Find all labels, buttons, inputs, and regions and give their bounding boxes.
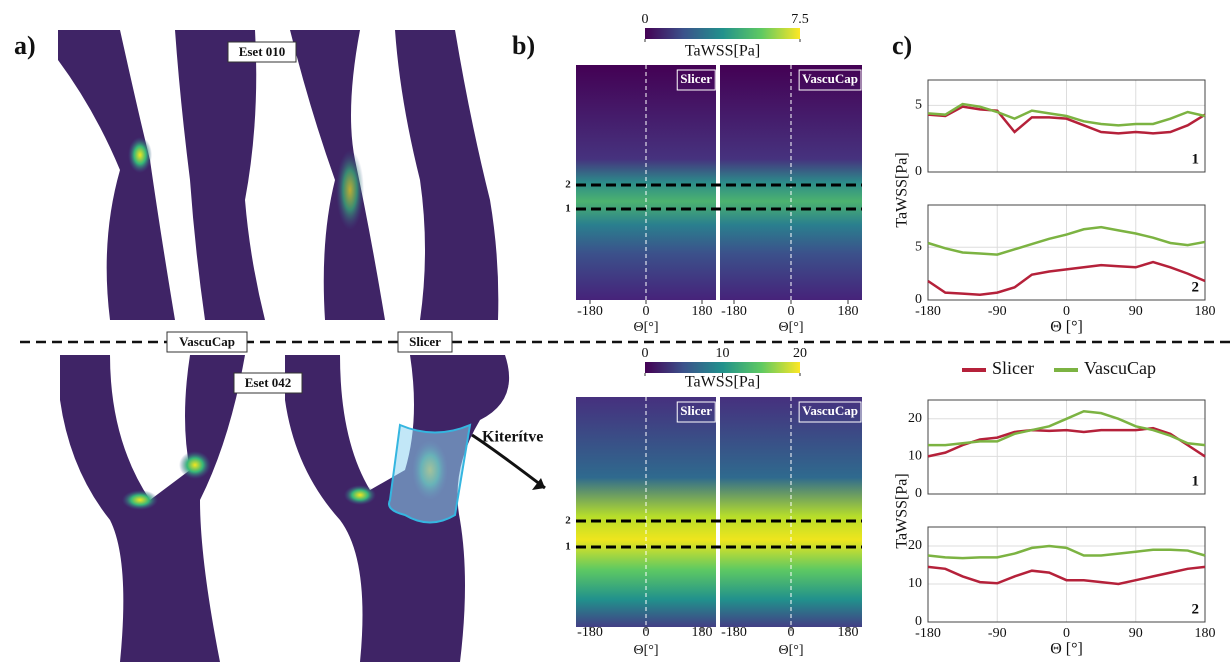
method-label: VascuCap [179, 334, 235, 349]
colorbar [645, 362, 800, 373]
cut-label: 1 [565, 203, 571, 215]
chart-number: 1 [1192, 473, 1200, 489]
case-label: Eset 042 [245, 375, 292, 390]
panel-label-box [676, 401, 716, 423]
x-axis-label: Θ [°] [1050, 319, 1083, 336]
colorbar-label: TaWSS[Pa] [685, 43, 760, 60]
x-axis-label: Θ[°] [633, 643, 658, 658]
colorbar-tick-label: 20 [793, 346, 807, 361]
y-tick-label: 0 [915, 292, 922, 307]
colorbar [645, 28, 800, 39]
cut-label: 2 [565, 515, 571, 527]
y-tick-label: 0 [915, 164, 922, 179]
colorbar-tick-label: 7.5 [791, 12, 809, 27]
y-tick-label: 5 [915, 98, 922, 113]
series-line: Slicer [927, 260, 1206, 296]
x-tick-label: 0 [643, 304, 650, 319]
heatmap [576, 65, 716, 300]
x-tick-label: -180 [915, 626, 941, 641]
x-tick-label: 90 [1129, 626, 1143, 641]
x-axis-label: Θ[°] [778, 643, 803, 658]
case-label: Eset 010 [239, 44, 286, 59]
x-tick-label: -180 [577, 625, 603, 640]
panel-label-box [798, 69, 862, 91]
x-tick-label: 180 [838, 304, 859, 319]
panel-label-box [798, 401, 862, 423]
panel-label: a) [14, 31, 36, 60]
plot-frame [927, 79, 1206, 173]
y-axis-label: TaWSS[Pa] [894, 152, 911, 227]
y-tick-label: 0 [915, 614, 922, 629]
case-box [233, 372, 303, 394]
method-box [166, 331, 248, 353]
x-tick-label: -180 [577, 304, 603, 319]
series-line: VascuCap [928, 410, 1206, 447]
cut-label: 2 [565, 179, 571, 191]
chart-number: 1 [1192, 151, 1200, 167]
legend-label: Slicer [992, 358, 1034, 378]
case-box [227, 41, 297, 63]
y-tick-label: 20 [908, 538, 922, 553]
y-axis-label: TaWSS[Pa] [894, 473, 911, 548]
x-tick-label: 180 [1195, 304, 1216, 319]
cut-label: 1 [565, 541, 571, 553]
y-tick-label: 20 [908, 411, 922, 426]
y-tick-label: 10 [908, 449, 922, 464]
arrow-label: Kiterítve [482, 429, 543, 446]
x-tick-label: -180 [721, 304, 747, 319]
x-axis-label: Θ[°] [778, 320, 803, 335]
chart-number: 2 [1192, 279, 1200, 295]
panel-label-box [676, 69, 716, 91]
x-tick-label: 0 [1063, 304, 1070, 319]
x-tick-label: 180 [692, 304, 713, 319]
panel-label: c) [892, 31, 912, 60]
method-label: Slicer [409, 334, 441, 349]
y-tick-label: 5 [915, 239, 922, 254]
x-tick-label: -180 [915, 304, 941, 319]
legend-label: VascuCap [1084, 358, 1156, 378]
x-tick-label: 90 [1129, 304, 1143, 319]
heatmap-panel-label: VascuCap [802, 71, 858, 86]
x-tick-label: 0 [788, 304, 795, 319]
y-tick-label: 0 [915, 486, 922, 501]
heatmap [720, 65, 862, 300]
series-line: Slicer [927, 565, 1206, 586]
panel-label: b) [512, 31, 535, 60]
series-line: VascuCap [927, 225, 1206, 256]
colorbar-tick-label: 0 [642, 346, 649, 361]
colorbar-tick-label: 10 [716, 346, 730, 361]
colorbar-label: TaWSS[Pa] [685, 374, 760, 391]
x-tick-label: 180 [1195, 626, 1216, 641]
x-tick-label: 180 [692, 625, 713, 640]
x-tick-label: -90 [988, 304, 1007, 319]
method-box [397, 331, 453, 353]
x-tick-label: 180 [838, 625, 859, 640]
series-line: VascuCap [927, 102, 1206, 127]
x-tick-label: 0 [788, 625, 795, 640]
plot-frame [927, 204, 1206, 301]
plot-frame [927, 526, 1206, 623]
x-tick-label: -180 [721, 625, 747, 640]
x-tick-label: -90 [988, 626, 1007, 641]
y-tick-label: 10 [908, 576, 922, 591]
vessel-renders [58, 30, 546, 662]
x-axis-label: Θ[°] [633, 320, 658, 335]
x-tick-label: 0 [1063, 626, 1070, 641]
x-axis-label: Θ [°] [1050, 641, 1083, 658]
colorbar-tick-label: 0 [642, 12, 649, 27]
heatmap-panel-label: Slicer [680, 71, 712, 86]
chart-number: 2 [1192, 601, 1200, 617]
series-line: Slicer [927, 105, 1206, 135]
heatmap-panel-label: VascuCap [802, 403, 858, 418]
x-tick-label: 0 [643, 625, 650, 640]
heatmap-panel-label: Slicer [680, 403, 712, 418]
series-line: VascuCap [927, 544, 1206, 560]
plot-frame [927, 399, 1206, 495]
